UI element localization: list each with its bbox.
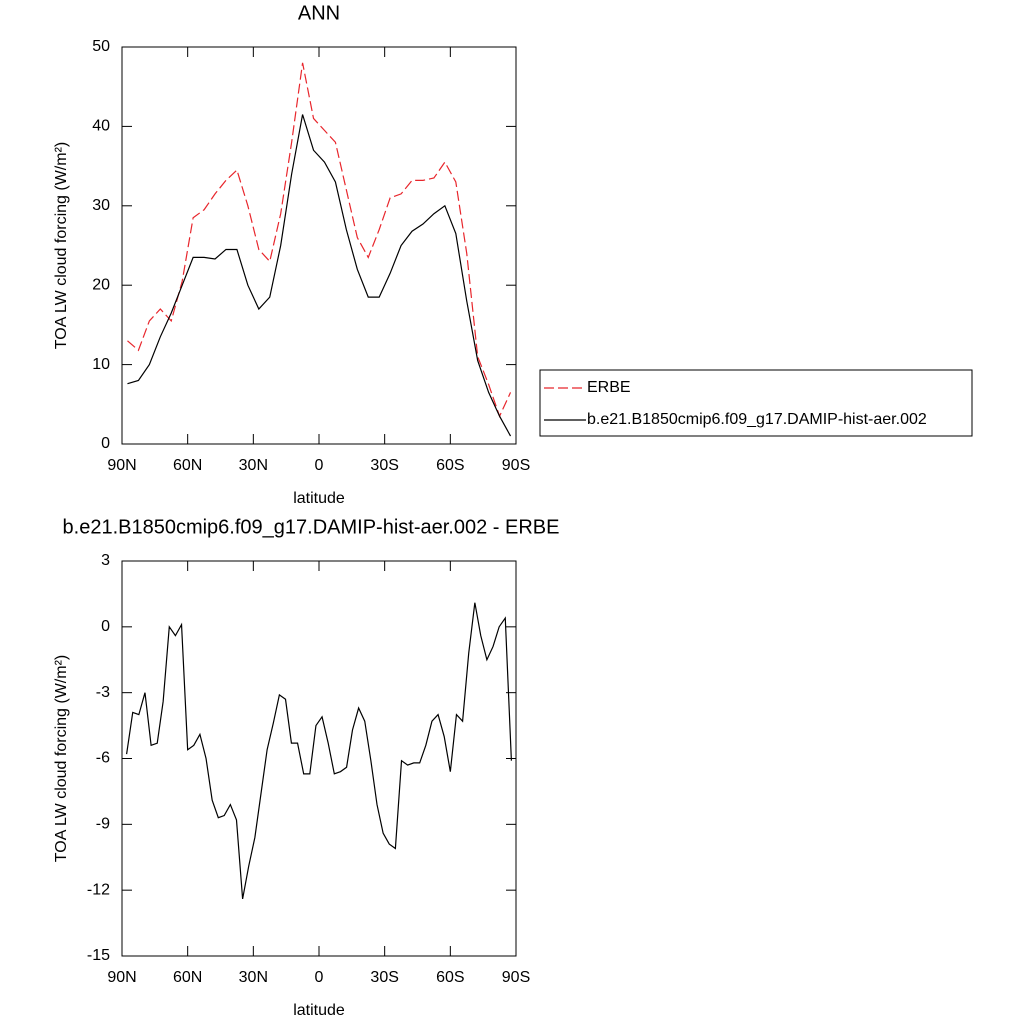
legend: ERBE b.e21.B1850cmip6.f09_g17.DAMIP-hist-… (539, 369, 973, 437)
y-tick-label: -9 (96, 816, 110, 833)
x-tick-label: 90S (502, 969, 530, 986)
x-tick-label: 90N (107, 969, 136, 986)
y-tick-label: 40 (92, 118, 110, 135)
x-tick-label: 90S (502, 457, 530, 474)
y-tick-label: 50 (92, 38, 110, 55)
y-tick-label: -12 (87, 881, 110, 898)
x-axis-label: latitude (293, 1002, 345, 1019)
x-tick-label: 60S (436, 969, 464, 986)
series-line (127, 62, 512, 418)
y-tick-label: 0 (101, 618, 110, 635)
plot-frame (121, 560, 517, 957)
x-tick-label: 60S (436, 457, 464, 474)
plot-frame (121, 46, 517, 445)
legend-box (539, 369, 973, 437)
y-tick-label: 30 (92, 197, 110, 214)
x-tick-label: 0 (315, 457, 324, 474)
x-axis-label: latitude (293, 490, 345, 507)
legend-label: ERBE (587, 379, 631, 396)
x-tick-label: 30S (370, 969, 398, 986)
y-axis-label: TOA LW cloud forcing (W/m²) (53, 142, 70, 349)
x-tick-label: 60N (173, 969, 202, 986)
y-tick-label: -3 (96, 684, 110, 701)
y-tick-label: 0 (101, 435, 110, 452)
chart-title: ANN (298, 2, 340, 24)
x-tick-label: 0 (315, 969, 324, 986)
x-tick-label: 30N (239, 969, 268, 986)
series-line (127, 114, 512, 437)
y-axis-label: TOA LW cloud forcing (W/m²) (53, 655, 70, 862)
series-line (126, 602, 512, 900)
x-tick-label: 30S (370, 457, 398, 474)
y-tick-label: -15 (87, 947, 110, 964)
y-tick-label: 3 (101, 552, 110, 569)
x-tick-label: 60N (173, 457, 202, 474)
x-tick-label: 30N (239, 457, 268, 474)
y-tick-label: 10 (92, 356, 110, 373)
chart-title: b.e21.B1850cmip6.f09_g17.DAMIP-hist-aer.… (63, 516, 560, 538)
y-tick-label: 20 (92, 276, 110, 293)
y-tick-label: -6 (96, 750, 110, 767)
legend-label: b.e21.B1850cmip6.f09_g17.DAMIP-hist-aer.… (587, 411, 927, 428)
x-tick-label: 90N (107, 457, 136, 474)
